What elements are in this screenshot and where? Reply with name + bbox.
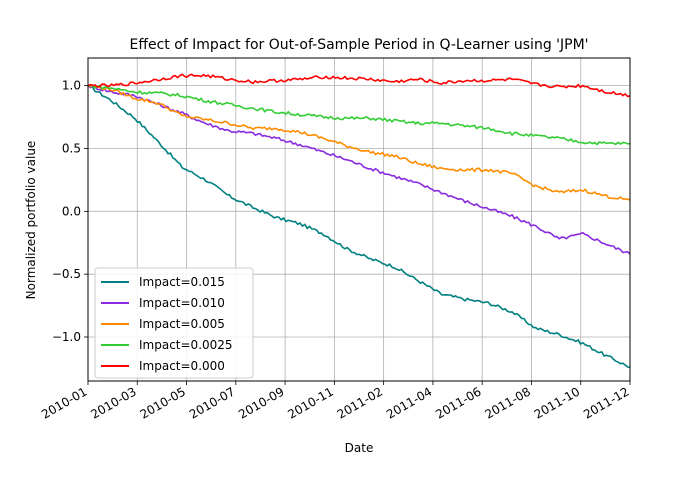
x-tick-label: 2010-05 [138,384,188,421]
y-tick-label: 1.0 [62,79,81,93]
y-tick-label: 0.5 [62,141,81,155]
series-lines [87,73,631,368]
legend-label: Impact=0.0025 [139,338,233,352]
x-tick-label: 2011-10 [532,384,582,421]
x-tick-label: 2010-03 [88,384,138,421]
x-tick-label: 2010-07 [187,384,237,421]
legend-label: Impact=0.015 [139,275,225,289]
x-tick-label: 2011-02 [335,384,385,421]
x-tick-label: 2011-08 [483,384,533,421]
y-tick-label: 0.0 [62,204,81,218]
legend-label: Impact=0.010 [139,296,225,310]
legend-box [94,267,254,379]
series-line-impact-0-000 [87,73,631,98]
x-tick-label: 2010-01 [39,384,89,421]
chart-title: Effect of Impact for Out-of-Sample Perio… [129,37,588,53]
y-tick-label: −1.0 [52,330,81,344]
legend-label: Impact=0.005 [139,317,225,331]
x-tick-label: 2010-09 [236,384,286,421]
x-tick-label: 2011-06 [433,384,483,421]
x-tick-label: 2011-04 [384,384,434,421]
legend-label: Impact=0.000 [139,359,225,373]
series-line-impact-0-0025 [88,84,631,146]
x-axis-label: Date [345,441,374,455]
legend: Impact=0.015 Impact=0.010 Impact=0.005 Impa… [94,267,254,379]
x-tick-label: 2011-12 [581,384,631,421]
x-tick-label: 2010-11 [285,384,335,421]
series-line-impact-0-015 [87,84,631,368]
y-tick-label: −0.5 [52,267,81,281]
y-axis-label: Normalized portfolio value [24,141,38,300]
series-line-impact-0-010 [87,84,631,255]
plot-frame [87,57,631,382]
series-line-impact-0-005 [87,84,631,201]
